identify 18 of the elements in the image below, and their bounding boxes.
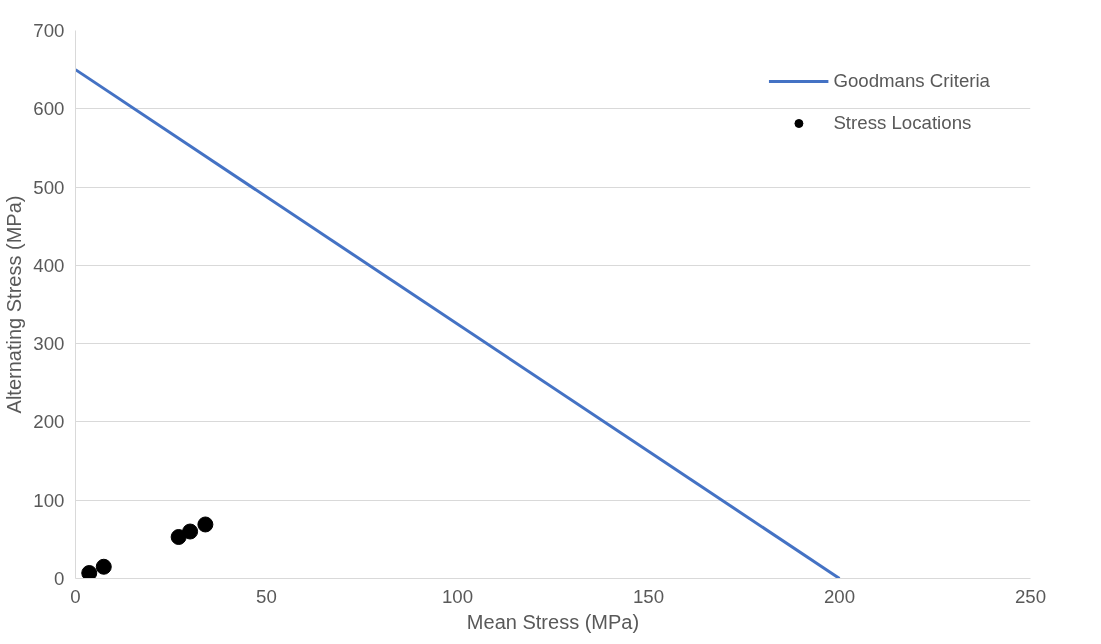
x-tick-label: 200 xyxy=(823,585,856,607)
y-tick-label: 300 xyxy=(33,333,65,355)
y-axis-title: Alternating Stress (MPa) xyxy=(3,195,26,414)
x-axis-title: Mean Stress (MPa) xyxy=(466,610,640,633)
x-tick-label: 50 xyxy=(256,585,277,607)
legend-label: Stress Locations xyxy=(833,112,972,134)
y-tick-label: 0 xyxy=(54,568,65,589)
x-tick-label: 250 xyxy=(1014,585,1047,607)
y-tick-label: 600 xyxy=(33,98,65,120)
y-tick-label: 400 xyxy=(33,254,65,276)
x-tick-label: 0 xyxy=(70,585,81,607)
x-tick-label: 100 xyxy=(441,585,474,607)
y-tick-label: 200 xyxy=(33,411,65,433)
legend-label: Goodmans Criteria xyxy=(833,70,990,92)
y-tick-label: 100 xyxy=(33,489,65,511)
x-tick-label: 150 xyxy=(632,585,665,607)
y-tick-label: 700 xyxy=(33,20,65,41)
y-tick-label: 500 xyxy=(33,176,65,198)
